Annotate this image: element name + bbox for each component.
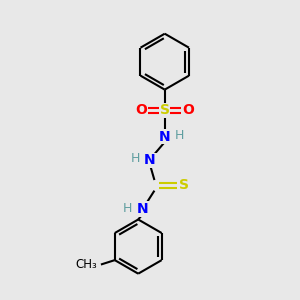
- Text: O: O: [182, 103, 194, 117]
- Text: H: H: [130, 152, 140, 165]
- Text: N: N: [159, 130, 170, 144]
- Text: S: S: [160, 103, 170, 117]
- Text: N: N: [137, 202, 148, 216]
- Text: H: H: [123, 202, 133, 215]
- Text: O: O: [136, 103, 147, 117]
- Text: H: H: [175, 129, 184, 142]
- Text: CH₃: CH₃: [75, 258, 97, 271]
- Text: N: N: [144, 153, 156, 167]
- Text: S: S: [179, 178, 189, 192]
